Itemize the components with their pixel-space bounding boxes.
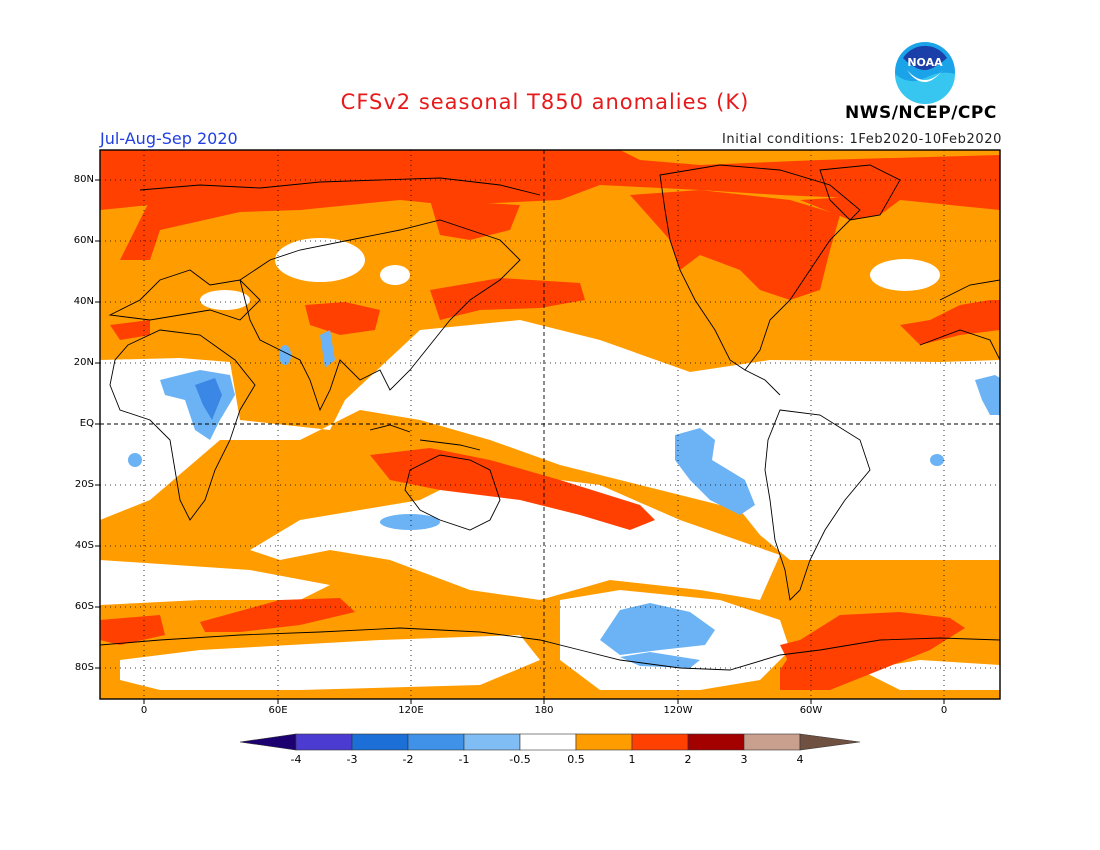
coastlines xyxy=(100,164,1000,671)
grid-lines xyxy=(100,150,1000,699)
lon-label-60w: 60W xyxy=(799,705,823,716)
colorbar-label: -4 xyxy=(290,753,302,766)
colorbar-label: -0.5 xyxy=(509,753,531,766)
colorbar-swatch-6 xyxy=(575,733,633,751)
lat-label-60n: 60N xyxy=(73,235,94,246)
colorbar-label: 1 xyxy=(628,753,636,766)
agency-label: NWS/NCEP/CPC xyxy=(845,103,997,123)
colorbar-swatch-7 xyxy=(631,733,689,751)
colorbar-left-arrow xyxy=(239,733,297,751)
lat-label-40n: 40N xyxy=(73,296,94,307)
colorbar-swatch-3 xyxy=(407,733,465,751)
strong-negative-anomaly-regions xyxy=(195,378,222,420)
equator-dateline xyxy=(100,150,1000,699)
neutral-anomaly-regions xyxy=(100,238,1000,690)
lat-label-20s: 20S xyxy=(74,479,94,490)
colorbar-label: 3 xyxy=(740,753,748,766)
lat-label-40s: 40S xyxy=(74,540,94,551)
lon-label-0: 0 xyxy=(140,705,148,716)
colorbar-swatch-1 xyxy=(295,733,353,751)
lon-label-120e: 120E xyxy=(398,705,424,716)
colorbar-swatch-9 xyxy=(743,733,801,751)
colorbar-swatch-8 xyxy=(687,733,745,751)
colorbar-label: -2 xyxy=(402,753,414,766)
colorbar-label: -1 xyxy=(458,753,470,766)
initial-conditions: Initial conditions: 1Feb2020-10Feb2020 xyxy=(721,132,1002,147)
lat-label-20n: 20N xyxy=(73,357,94,368)
colorbar-label: 0.5 xyxy=(567,753,585,766)
lat-label-eq: EQ xyxy=(79,418,94,429)
noaa-logo-text: NOAA xyxy=(907,56,943,69)
lat-label-80n: 80N xyxy=(73,174,94,185)
map-title: CFSv2 seasonal T850 anomalies (K) xyxy=(340,90,750,114)
lon-label-0-right: 0 xyxy=(940,705,948,716)
lon-label-180: 180 xyxy=(534,705,554,716)
colorbar-swatch-4 xyxy=(463,733,521,751)
season-label: Jul-Aug-Sep 2020 xyxy=(100,129,238,148)
colorbar-swatch-2 xyxy=(351,733,409,751)
lat-label-80s: 80S xyxy=(74,662,94,673)
axis-ticks xyxy=(95,179,945,704)
noaa-logo-icon: NOAA xyxy=(895,42,955,104)
lon-label-120w: 120W xyxy=(663,705,693,716)
colorbar-label: 2 xyxy=(684,753,692,766)
colorbar-right-arrow xyxy=(799,733,861,751)
colorbar-label: -3 xyxy=(346,753,358,766)
colorbar-label: 4 xyxy=(796,753,804,766)
lat-label-60s: 60S xyxy=(74,601,94,612)
colorbar-swatch-5 xyxy=(519,733,577,751)
lon-label-60e: 60E xyxy=(268,705,288,716)
